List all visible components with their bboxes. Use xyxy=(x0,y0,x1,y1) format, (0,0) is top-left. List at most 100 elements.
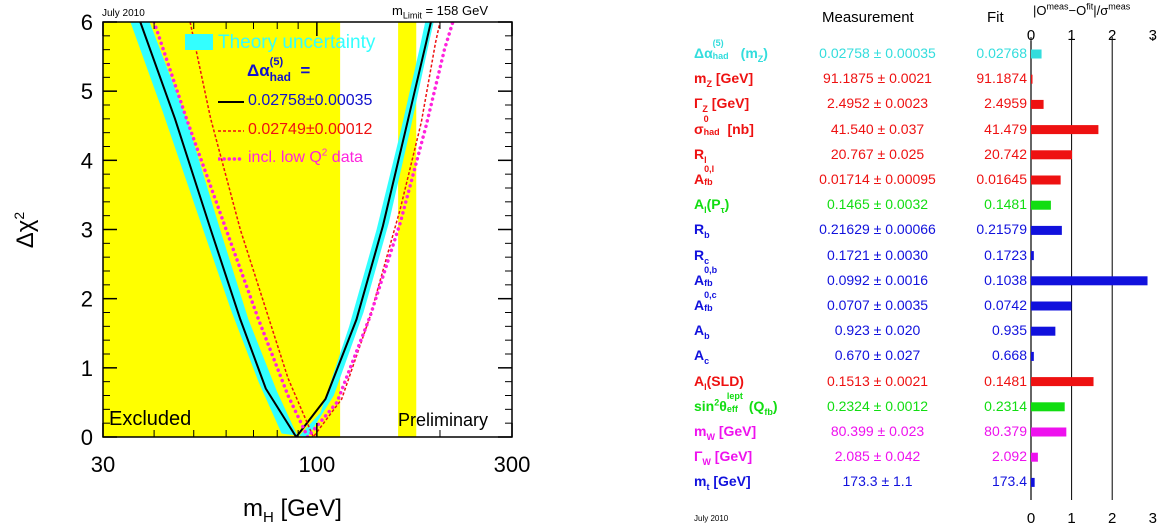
pull-top-tick-label: 3 xyxy=(1149,27,1157,44)
curve-solid xyxy=(139,22,432,437)
pull-bar xyxy=(1031,49,1042,59)
measurement-value: 2.085 ± 0.042 xyxy=(834,448,921,465)
pull-bar xyxy=(1031,125,1099,135)
legend-line1-label: 0.02758±0.00035 xyxy=(248,92,373,109)
blueband-chart: 0 1 2 3 4 5 6 30 100 300 xyxy=(81,10,531,477)
pull-date-label: July 2010 xyxy=(694,514,729,523)
measurement-value: 0.2324 ± 0.0012 xyxy=(826,397,929,414)
table-row: mt [GeV] 173.3 ± 1.1 173.4 xyxy=(0,474,1163,498)
y-tick-label: 6 xyxy=(81,10,93,35)
measurement-value: 0.01714 ± 0.00095 xyxy=(819,171,936,187)
pull-bar xyxy=(1031,477,1035,487)
pull-bar xyxy=(1031,326,1056,336)
legend-line3-label: incl. low Q2 data xyxy=(248,147,363,166)
pull-bottom-tick-label: 1 xyxy=(1067,510,1075,527)
curve-dashed xyxy=(189,22,441,437)
table-row: ΓZ [GeV] 2.4952 ± 0.0023 2.4959 xyxy=(0,96,1163,120)
table-row: A 0,c fb 0.0707 ± 0.0035 0.0742 xyxy=(0,290,1163,322)
observable-name: Rb xyxy=(694,221,710,241)
fit-value: 0.02768 xyxy=(976,45,1027,61)
fit-value: 2.092 xyxy=(991,448,1027,465)
x-tick-label: 300 xyxy=(494,452,531,477)
table-row: Rl 20.767 ± 0.025 20.742 xyxy=(0,147,1163,171)
plot-area: 0 1 2 3 4 5 6 30 100 300 xyxy=(81,10,531,477)
y-tick-label: 4 xyxy=(81,148,93,173)
y-tick-label: 0 xyxy=(81,425,93,450)
fit-value: 0.0742 xyxy=(984,297,1027,313)
observable-name: Rl xyxy=(694,145,707,165)
measurement-value: 41.540 ± 0.037 xyxy=(830,120,925,137)
measurement-value: 20.767 ± 0.025 xyxy=(830,145,925,162)
fit-value: 0.1481 xyxy=(984,196,1027,213)
table-row: mZ [GeV] 91.1875 ± 0.0021 91.1874 xyxy=(0,71,1163,95)
observable-name: ΓZ [GeV] xyxy=(694,95,750,115)
observable-name: mt [GeV] xyxy=(694,473,751,493)
fit-value: 20.742 xyxy=(984,145,1027,162)
observable-name: mZ [GeV] xyxy=(694,70,754,89)
pull-top-tick-label: 2 xyxy=(1108,27,1116,44)
pull-bar xyxy=(1031,351,1034,361)
measurement-value: 91.1875 ± 0.0021 xyxy=(823,70,932,87)
pull-bar xyxy=(1031,99,1044,109)
legend-dashed-swatch xyxy=(218,130,244,132)
observable-name: ΓW [GeV] xyxy=(694,448,753,467)
pull-bar xyxy=(1031,377,1094,387)
legend-solid-swatch xyxy=(218,101,244,103)
table-row: A 0,b fb 0.0992 ± 0.0016 0.1038 xyxy=(0,265,1163,297)
table-row: Δα (5) had (mZ) 0.02758 ± 0.00035 0.02768 xyxy=(0,38,1163,70)
observable-name: Al(SLD) xyxy=(694,372,744,392)
pull-bottom-tick-label: 0 xyxy=(1027,510,1035,527)
observable-name: A 0,l fb xyxy=(694,164,715,187)
y-tick-label: 1 xyxy=(81,356,93,381)
pull-bottom-tick-label: 3 xyxy=(1149,510,1157,527)
excluded-label: Excluded xyxy=(109,408,192,430)
fit-value: 41.479 xyxy=(984,120,1027,137)
table-row: Ac 0.670 ± 0.027 0.668 xyxy=(0,348,1163,372)
pull-bar xyxy=(1031,276,1148,286)
fit-value: 173.4 xyxy=(991,473,1027,490)
observable-name: Al(Pτ) xyxy=(694,196,730,215)
pull-axis-title: |Omeas−Ofit|/σmeas xyxy=(1033,1,1131,18)
pull-bar xyxy=(1031,402,1065,412)
curve-dotted xyxy=(152,22,455,437)
fit-value: 0.01645 xyxy=(976,171,1027,187)
fit-header: Fit xyxy=(987,9,1004,26)
date-label: July 2010 xyxy=(102,8,145,19)
legend-theory-swatch xyxy=(185,34,213,50)
fit-value: 0.935 xyxy=(991,322,1027,339)
fit-value: 0.2314 xyxy=(984,397,1027,414)
excluded-region-0 xyxy=(103,22,341,437)
pull-bar xyxy=(1031,427,1067,437)
theory-band xyxy=(130,22,434,437)
pull-bar xyxy=(1031,301,1072,311)
x-tick-label: 30 xyxy=(91,452,115,477)
y-tick-label: 5 xyxy=(81,79,93,104)
fit-value: 0.1481 xyxy=(984,372,1027,389)
table-row: Ab 0.923 ± 0.020 0.935 xyxy=(0,323,1163,347)
observable-name: sin2θ lept eff (Qfb) xyxy=(694,390,778,417)
pull-bar xyxy=(1031,74,1033,84)
observable-name: Δα (5) had (mZ) xyxy=(694,38,768,64)
measurement-value: 0.0707 ± 0.0035 xyxy=(826,297,929,313)
y-tick-label: 3 xyxy=(81,218,93,243)
measurement-value: 0.670 ± 0.027 xyxy=(834,347,921,364)
x-tick-label: 100 xyxy=(298,452,335,477)
fit-value: 0.1723 xyxy=(984,246,1027,263)
fit-value: 2.4959 xyxy=(984,95,1027,112)
observable-name: A 0,c fb xyxy=(694,290,717,313)
table-row: ΓW [GeV] 2.085 ± 0.042 2.092 xyxy=(0,449,1163,473)
measurement-value: 0.21629 ± 0.00066 xyxy=(819,221,936,238)
pull-top-tick-label: 1 xyxy=(1067,27,1075,44)
pull-bar xyxy=(1031,452,1038,462)
measurement-value: 0.1465 ± 0.0032 xyxy=(826,196,929,213)
measurement-value: 80.399 ± 0.023 xyxy=(830,423,925,439)
legend-line2-label: 0.02749±0.00012 xyxy=(248,121,373,138)
measurement-header: Measurement xyxy=(822,9,914,26)
fit-value: 0.1038 xyxy=(984,271,1027,288)
table-row: Al(Pτ) 0.1465 ± 0.0032 0.1481 xyxy=(0,197,1163,221)
pull-bar xyxy=(1031,225,1062,235)
observable-name: σ 0 had [nb] xyxy=(694,113,754,137)
table-row: σ 0 had [nb] 41.540 ± 0.037 41.479 xyxy=(0,113,1163,146)
fit-value: 91.1874 xyxy=(976,70,1027,87)
